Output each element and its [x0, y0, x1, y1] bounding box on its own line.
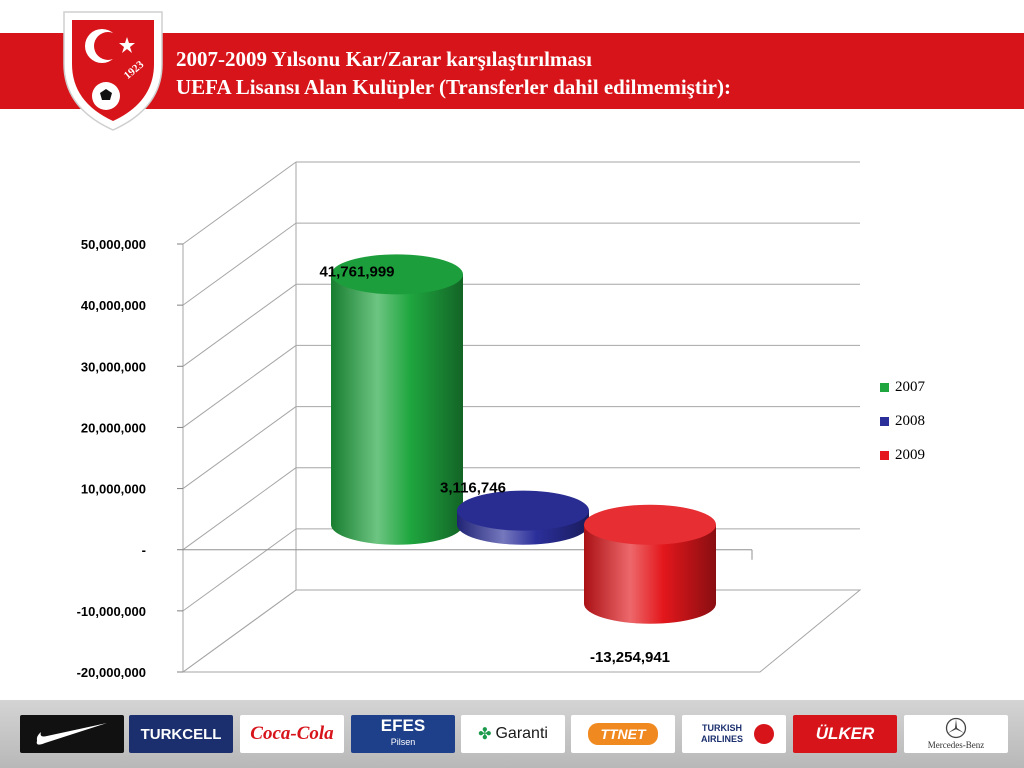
header-banner — [0, 33, 1024, 109]
grid-side-6 — [182, 528, 297, 612]
y-tick-label-0: 50,000,000 — [81, 237, 146, 252]
bar-top-2008 — [457, 490, 589, 531]
sponsor-cocacola: Coca-Cola — [240, 715, 344, 753]
bar-top-2007 — [331, 254, 463, 295]
y-tick-label-4: 10,000,000 — [81, 482, 146, 497]
y-tick-label-2: 30,000,000 — [81, 359, 146, 374]
legend-label-2007: 2007 — [895, 378, 925, 395]
y-tick-label-1: 40,000,000 — [81, 298, 146, 313]
grid-side-2 — [182, 283, 297, 367]
bar-2009 — [584, 524, 716, 624]
legend-label-2009: 2009 — [895, 446, 925, 463]
grid-side-4 — [182, 406, 297, 489]
sponsor-thy-label: TURKISH AIRLINES — [700, 723, 743, 744]
grid-side-3 — [182, 345, 297, 428]
legend-swatch-2009 — [880, 450, 889, 460]
y-tick-label-7: -20,000,000 — [77, 665, 146, 680]
legend-swatch-2008 — [880, 416, 889, 426]
legend-item-2009: 2009 — [880, 438, 925, 472]
data-label-2009: -13,254,941 — [590, 649, 670, 666]
grid-side-5 — [182, 467, 297, 551]
title-line-2: UEFA Lisansı Alan Kulüpler (Transferler … — [176, 75, 731, 99]
sponsor-ttnet: TTNET — [571, 715, 675, 753]
sponsor-ttnet-label: TTNET — [588, 723, 658, 745]
data-label-2007: 41,761,999 — [319, 263, 394, 280]
legend-swatch-2007 — [880, 382, 889, 392]
mercedes-star-icon — [945, 717, 967, 739]
legend-item-2008: 2008 — [880, 404, 925, 438]
sponsor-efes: EFES Pilsen — [351, 715, 455, 753]
y-tick-label-6: -10,000,000 — [77, 604, 146, 619]
sponsor-efes-sublabel: Pilsen — [390, 737, 416, 747]
sponsor-bar: TURKCELL Coca-Cola EFES Pilsen ✤ Garanti… — [0, 700, 1024, 768]
y-tick-label-3: 20,000,000 — [81, 420, 146, 435]
title-line-1: 2007-2009 Yılsonu Kar/Zarar karşılaştırı… — [176, 47, 592, 71]
sponsor-ulker: ÜLKER — [793, 715, 897, 753]
bar-top-2009 — [584, 504, 716, 545]
sponsor-ulker-label: ÜLKER — [815, 724, 875, 743]
page-title: 2007-2009 Yılsonu Kar/Zarar karşılaştırı… — [176, 45, 731, 101]
legend-item-2007: 2007 — [880, 370, 925, 404]
chart-legend: 2007 2008 2009 — [880, 370, 925, 472]
y-tick-label-5: - — [142, 543, 146, 558]
profit-loss-chart: 50,000,000 40,000,000 30,000,000 20,000,000… — [77, 161, 862, 680]
sponsor-efes-label: EFES — [380, 716, 426, 735]
sponsor-mercedes: Mercedes-Benz — [904, 715, 1008, 753]
sponsor-garanti-label: Garanti — [495, 725, 548, 742]
grid-side-0 — [182, 161, 297, 245]
nike-swoosh-icon — [36, 723, 107, 745]
sponsor-garanti: ✤ Garanti — [461, 715, 565, 753]
sponsor-cocacola-label: Coca-Cola — [250, 723, 334, 744]
sponsor-turkcell: TURKCELL — [129, 715, 233, 753]
clover-icon: ✤ — [478, 726, 492, 743]
bar-2007 — [331, 274, 463, 545]
data-label-2008: 3,116,746 — [440, 480, 506, 497]
tff-badge-icon: 1923 — [63, 11, 163, 131]
sponsor-mercedes-label: Mercedes-Benz — [927, 740, 985, 750]
chart-floor — [181, 589, 862, 673]
thy-bird-icon — [754, 724, 774, 744]
sponsor-turkish-airlines: TURKISH AIRLINES — [682, 715, 786, 753]
legend-label-2008: 2008 — [895, 412, 925, 429]
sponsor-turkcell-label: TURKCELL — [140, 725, 222, 743]
sponsor-nike — [20, 715, 124, 753]
grid-side-1 — [182, 222, 297, 306]
